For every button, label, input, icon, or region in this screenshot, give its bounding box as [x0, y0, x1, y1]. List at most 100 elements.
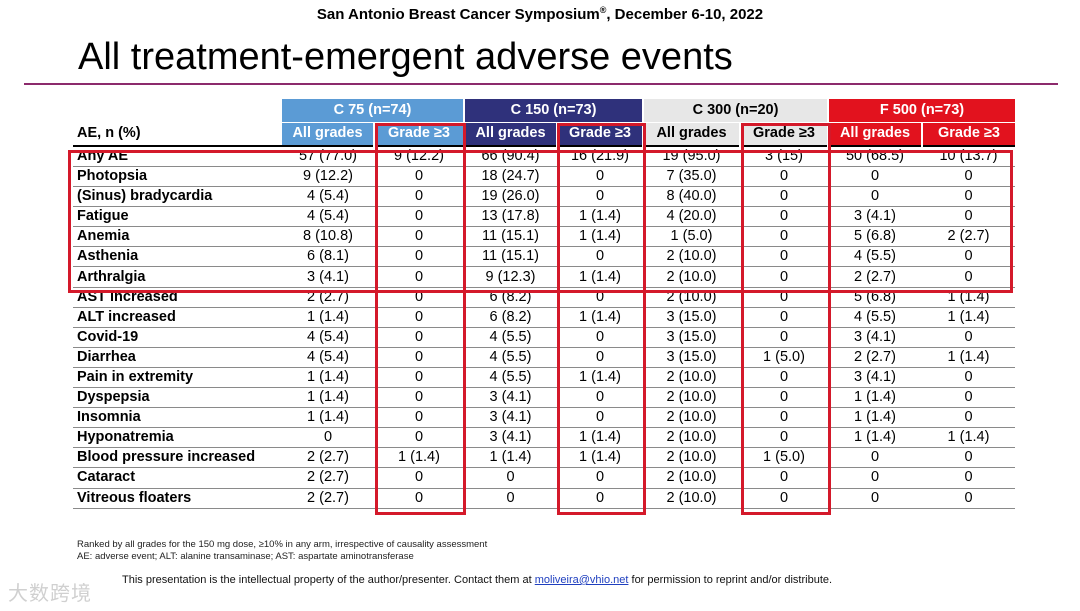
table-cell: 11 (15.1) — [464, 226, 557, 248]
table-row: Anemia 8 (10.8) 0 11 (15.1) 1 (1.4) 1 (5.0) 0 5… — [73, 226, 1015, 248]
table-cell: 0 — [740, 246, 828, 268]
table-cell: 0 — [740, 166, 828, 188]
row-label: Pain in extremity — [73, 367, 282, 389]
table-cell: 4 (5.5) — [464, 327, 557, 348]
table-cell: 0 — [740, 387, 828, 409]
table-cell: 10 (13.7) — [922, 145, 1015, 167]
table-cell: 0 — [557, 407, 643, 429]
table-cell: 19 (95.0) — [643, 145, 740, 167]
table-cell: 57 (77.0) — [282, 145, 374, 167]
table-cell: 0 — [828, 447, 922, 469]
table-row: Asthenia 6 (8.1) 0 11 (15.1) 0 2 (10.0) 0 4 (5.… — [73, 246, 1015, 268]
table-footnotes: Ranked by all grades for the 150 mg dose… — [77, 539, 487, 563]
table-cell: 6 (8.2) — [464, 287, 557, 308]
table-cell: 0 — [374, 206, 464, 228]
table-cell: 1 (1.4) — [282, 387, 374, 409]
subheader-c300-grade3: Grade ≥3 — [740, 121, 829, 146]
row-label: Hyponatremia — [73, 427, 282, 449]
table-cell: 1 (1.4) — [922, 307, 1015, 328]
table-cell: 0 — [557, 488, 643, 509]
table-cell: 4 (5.5) — [828, 307, 922, 328]
table-cell: 0 — [374, 266, 464, 288]
row-label: Vitreous floaters — [73, 488, 282, 509]
slide-title: All treatment-emergent adverse events — [78, 36, 733, 78]
table-cell: 0 — [282, 427, 374, 449]
group-header-c300: C 300 (n=20) — [643, 99, 829, 122]
table-cell: 1 (1.4) — [282, 307, 374, 328]
table-cell: 2 (10.0) — [643, 387, 740, 409]
table-cell: 0 — [922, 206, 1015, 228]
table-cell: 0 — [922, 387, 1015, 409]
table-cell: 0 — [922, 186, 1015, 208]
table-cell: 9 (12.3) — [464, 266, 557, 288]
table-cell: 0 — [740, 307, 828, 328]
table-cell: 2 (10.0) — [643, 427, 740, 449]
table-cell: 0 — [374, 307, 464, 328]
table-cell: 18 (24.7) — [464, 166, 557, 188]
table-cell: 0 — [374, 367, 464, 389]
table-cell: 66 (90.4) — [464, 145, 557, 167]
conference-dates: , December 6-10, 2022 — [606, 6, 764, 23]
conference-header: San Antonio Breast Cancer Symposium®, De… — [0, 0, 1080, 25]
table-cell: 3 (4.1) — [828, 367, 922, 389]
row-label: Photopsia — [73, 166, 282, 188]
table-row: Fatigue 4 (5.4) 0 13 (17.8) 1 (1.4) 4 (20.0) 0… — [73, 206, 1015, 228]
table-cell: 0 — [557, 186, 643, 208]
table-cell: 0 — [922, 407, 1015, 429]
presenter-email-link[interactable]: moliveira@vhio.net — [534, 574, 629, 586]
table-cell: 4 (5.4) — [282, 327, 374, 348]
subheader-c300-all: All grades — [643, 121, 741, 146]
adverse-events-table: C 75 (n=74) C 150 (n=73) C 300 (n=20) F … — [73, 99, 1015, 509]
table-cell: 2 (2.7) — [282, 488, 374, 509]
table-cell: 0 — [922, 488, 1015, 509]
table-cell: 0 — [374, 226, 464, 248]
table-row: Dyspepsia 1 (1.4) 0 3 (4.1) 0 2 (10.0) 0 1 (1.4… — [73, 387, 1015, 409]
footer-text-after: for permission to reprint and/or distrib… — [628, 574, 833, 586]
table-cell: 9 (12.2) — [374, 145, 464, 167]
table-cell: 9 (12.2) — [282, 166, 374, 188]
table-row: Diarrhea 4 (5.4) 0 4 (5.5) 0 3 (15.0) 1 (5.0) 2… — [73, 347, 1015, 368]
table-cell: 1 (1.4) — [557, 447, 643, 469]
copyright-footer: This presentation is the intellectual pr… — [122, 573, 832, 587]
table-cell: 0 — [557, 166, 643, 188]
table-cell: 1 (1.4) — [557, 367, 643, 389]
row-label: Dyspepsia — [73, 387, 282, 409]
table-cell: 0 — [464, 488, 557, 509]
table-cell: 0 — [557, 327, 643, 348]
group-header-c150: C 150 (n=73) — [464, 99, 644, 122]
table-cell: 2 (2.7) — [922, 226, 1015, 248]
table-cell: 1 (1.4) — [557, 206, 643, 228]
subheader-c150-all: All grades — [464, 121, 558, 146]
table-cell: 3 (4.1) — [282, 266, 374, 288]
table-cell: 0 — [828, 186, 922, 208]
table-cell: 3 (4.1) — [828, 206, 922, 228]
table-cell: 0 — [828, 166, 922, 188]
table-cell: 1 (1.4) — [557, 427, 643, 449]
row-label: Fatigue — [73, 206, 282, 228]
table-cell: 0 — [740, 266, 828, 288]
table-cell: 3 (15.0) — [643, 327, 740, 348]
table-cell: 1 (1.4) — [557, 226, 643, 248]
table-cell: 0 — [374, 166, 464, 188]
table-cell: 0 — [740, 488, 828, 509]
row-label: Any AE — [73, 145, 282, 167]
table-cell: 4 (5.4) — [282, 347, 374, 368]
table-cell: 0 — [374, 488, 464, 509]
table-cell: 1 (1.4) — [557, 307, 643, 328]
table-cell: 0 — [740, 407, 828, 429]
row-label: Blood pressure increased — [73, 447, 282, 469]
table-cell: 0 — [557, 246, 643, 268]
group-header-f500: F 500 (n=73) — [828, 99, 1015, 122]
table-cell: 2 (10.0) — [643, 467, 740, 489]
table-cell: 3 (15.0) — [643, 347, 740, 368]
table-cell: 2 (10.0) — [643, 407, 740, 429]
table-cell: 4 (5.4) — [282, 206, 374, 228]
row-label: Cataract — [73, 467, 282, 489]
title-divider — [24, 83, 1058, 85]
table-cell: 0 — [374, 407, 464, 429]
table-cell: 1 (1.4) — [557, 266, 643, 288]
table-row: ALT increased 1 (1.4) 0 6 (8.2) 1 (1.4) 3 (15… — [73, 307, 1015, 328]
table-cell: 7 (35.0) — [643, 166, 740, 188]
table-cell: 2 (10.0) — [643, 447, 740, 469]
table-cell: 1 (1.4) — [828, 427, 922, 449]
